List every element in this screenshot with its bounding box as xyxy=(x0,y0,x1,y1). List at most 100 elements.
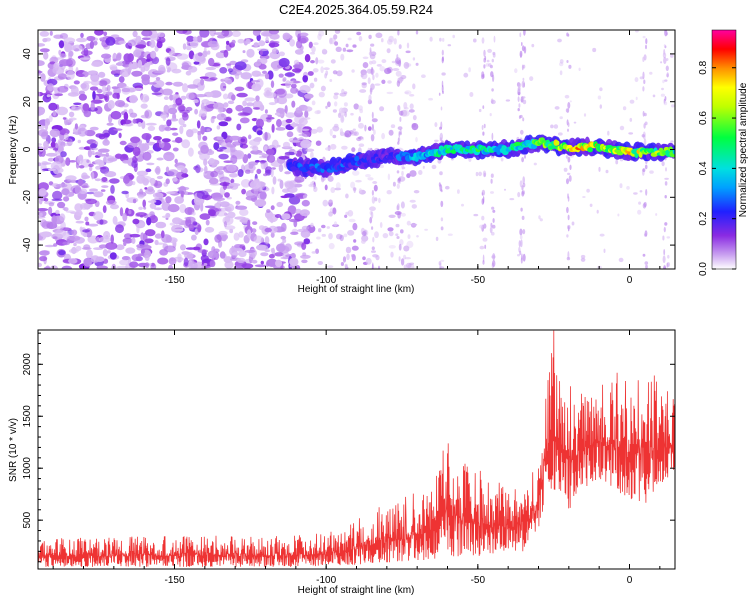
noise-blob xyxy=(191,234,197,241)
noise-blob xyxy=(172,217,182,225)
noise-blob xyxy=(165,178,170,185)
noise-blob xyxy=(289,257,299,267)
noise-blob xyxy=(310,128,318,134)
noise-blob xyxy=(229,228,234,234)
noise-blob xyxy=(321,48,327,53)
noise-blob xyxy=(75,220,85,224)
noise-streak xyxy=(369,87,373,95)
noise-blob xyxy=(268,254,275,259)
noise-blob xyxy=(347,210,354,217)
noise-blob xyxy=(313,77,318,82)
noise-blob xyxy=(38,70,43,74)
noise-blob xyxy=(39,31,50,37)
noise-blob xyxy=(106,91,113,95)
noise-blob xyxy=(345,211,350,215)
noise-streak xyxy=(491,88,494,92)
noise-blob xyxy=(279,179,284,189)
noise-streak xyxy=(642,253,646,257)
noise-blob xyxy=(85,249,93,259)
noise-blob xyxy=(377,265,381,269)
noise-blob xyxy=(215,51,226,59)
y-tick-label: 1000 xyxy=(22,457,33,480)
noise-streak xyxy=(398,110,401,115)
noise-blob xyxy=(388,231,394,237)
noise-blob xyxy=(98,80,108,87)
noise-blob xyxy=(43,197,49,202)
noise-blob xyxy=(310,222,314,228)
noise-blob xyxy=(123,175,130,184)
noise-blob xyxy=(638,201,642,205)
noise-blob xyxy=(334,101,338,107)
noise-streak xyxy=(438,92,441,96)
noise-blob xyxy=(317,59,325,64)
noise-blob xyxy=(226,164,237,172)
noise-blob xyxy=(282,188,290,193)
noise-blob xyxy=(330,187,336,193)
noise-blob xyxy=(241,188,247,195)
noise-blob xyxy=(358,188,362,194)
noise-blob xyxy=(317,261,323,265)
noise-blob xyxy=(55,209,60,215)
noise-blob xyxy=(110,110,122,120)
noise-streak xyxy=(483,64,486,69)
x-tick-label: -100 xyxy=(316,275,336,286)
noise-blob xyxy=(320,66,324,74)
noise-blob xyxy=(48,102,58,111)
noise-blob xyxy=(220,82,227,92)
noise-streak xyxy=(368,51,373,56)
noise-blob xyxy=(223,102,229,108)
noise-blob xyxy=(352,170,360,176)
noise-blob xyxy=(95,133,104,138)
noise-blob xyxy=(229,173,238,178)
noise-blob xyxy=(592,47,597,53)
noise-streak xyxy=(442,56,444,62)
noise-blob xyxy=(87,149,92,158)
noise-blob xyxy=(118,221,125,225)
noise-streak xyxy=(662,52,667,59)
noise-streak xyxy=(567,128,569,132)
noise-blob xyxy=(181,139,191,149)
noise-blob xyxy=(294,49,304,55)
noise-blob xyxy=(52,110,57,117)
noise-blob xyxy=(137,143,150,152)
noise-blob xyxy=(374,83,381,86)
noise-blob xyxy=(86,35,96,42)
noise-blob xyxy=(182,83,189,93)
noise-blob xyxy=(210,170,219,178)
noise-blob xyxy=(564,94,570,99)
noise-blob xyxy=(500,157,504,162)
noise-blob xyxy=(305,148,315,152)
noise-blob xyxy=(395,223,400,228)
noise-blob xyxy=(51,137,57,144)
noise-blob xyxy=(107,100,115,109)
noise-blob xyxy=(73,242,77,247)
noise-blob xyxy=(141,30,153,37)
noise-blob xyxy=(53,62,60,69)
noise-blob xyxy=(131,181,136,186)
track-core xyxy=(555,140,560,146)
noise-blob xyxy=(239,208,249,216)
noise-blob xyxy=(77,127,88,137)
noise-blob xyxy=(59,213,66,222)
noise-streak xyxy=(664,96,667,101)
noise-blob xyxy=(258,40,266,47)
noise-streak xyxy=(371,111,374,119)
noise-blob xyxy=(199,108,208,117)
noise-blob xyxy=(367,126,372,131)
noise-blob xyxy=(337,112,342,118)
noise-streak xyxy=(566,178,569,185)
track-core xyxy=(290,166,298,171)
noise-blob xyxy=(388,129,394,136)
colorbar-tick-label: 0.6 xyxy=(698,111,709,125)
noise-blob xyxy=(169,127,178,131)
noise-streak xyxy=(482,260,485,265)
noise-blob xyxy=(187,84,199,89)
noise-blob xyxy=(346,253,350,260)
noise-blob xyxy=(259,160,267,163)
noise-blob xyxy=(664,79,668,82)
noise-blob xyxy=(478,108,482,113)
noise-blob xyxy=(136,174,146,184)
noise-blob xyxy=(403,245,410,252)
noise-blob xyxy=(519,235,523,240)
noise-blob xyxy=(364,124,367,132)
